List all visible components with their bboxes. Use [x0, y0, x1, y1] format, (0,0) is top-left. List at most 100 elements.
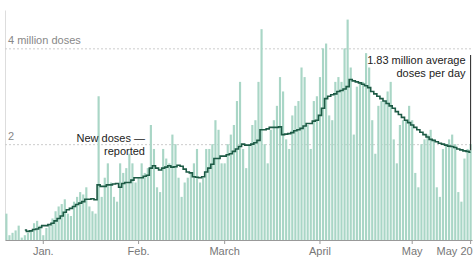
- bar: [248, 144, 250, 240]
- bar: [405, 120, 407, 240]
- bar: [408, 106, 410, 240]
- bar: [297, 101, 299, 240]
- bar: [383, 101, 385, 240]
- bar: [420, 144, 422, 240]
- bar: [430, 130, 432, 240]
- bar: [414, 173, 416, 240]
- bar: [340, 82, 342, 240]
- bar: [325, 44, 327, 240]
- bar: [402, 120, 404, 240]
- bar: [8, 235, 10, 240]
- bar: [85, 187, 87, 240]
- bar: [343, 48, 345, 240]
- bar: [466, 149, 468, 240]
- bar: [214, 120, 216, 240]
- bar: [270, 130, 272, 240]
- bar: [371, 120, 373, 240]
- bar: [187, 178, 189, 240]
- bar: [177, 178, 179, 240]
- bar: [439, 197, 441, 240]
- bar: [423, 139, 425, 240]
- bar: [365, 53, 367, 240]
- bar: [42, 235, 44, 240]
- bar: [134, 183, 136, 241]
- bar: [67, 214, 69, 240]
- bar: [273, 120, 275, 240]
- bar: [310, 149, 312, 240]
- bar: [442, 149, 444, 240]
- bar: [380, 101, 382, 240]
- bar: [18, 226, 20, 240]
- bar: [199, 183, 201, 241]
- x-tick-label: April: [309, 245, 331, 257]
- bar: [276, 106, 278, 240]
- bar: [153, 149, 155, 240]
- bar: [113, 197, 115, 240]
- bar: [221, 163, 223, 240]
- bar: [27, 233, 29, 240]
- bar: [101, 197, 103, 240]
- annotation: 1.83 million averagedoses per day: [367, 54, 466, 79]
- bar: [190, 173, 192, 240]
- bar: [233, 125, 235, 240]
- bar: [396, 163, 398, 240]
- bar: [208, 149, 210, 240]
- bar: [159, 192, 161, 240]
- bar: [353, 135, 355, 240]
- bar: [426, 135, 428, 240]
- annotations: New doses —reported 1.83 million averaged…: [77, 54, 471, 157]
- bar: [387, 91, 389, 240]
- bar: [24, 235, 26, 240]
- bar: [88, 206, 90, 240]
- x-tick-mark: [319, 240, 320, 244]
- bar: [21, 238, 23, 240]
- bar: [230, 135, 232, 240]
- bar: [267, 163, 269, 240]
- bar: [399, 125, 401, 240]
- x-tick: May 20: [437, 240, 473, 257]
- bar: [257, 82, 259, 240]
- bar: [328, 115, 330, 240]
- bar: [174, 144, 176, 240]
- x-tick-mark: [470, 240, 471, 244]
- x-tick: Feb.: [128, 240, 150, 257]
- bar: [436, 187, 438, 240]
- bar: [279, 77, 281, 240]
- bar: [285, 139, 287, 240]
- bar: [294, 106, 296, 240]
- bar: [242, 149, 244, 240]
- bar: [181, 197, 183, 240]
- bar: [45, 228, 47, 240]
- bar: [236, 101, 238, 240]
- bar: [128, 154, 130, 240]
- bar: [64, 199, 66, 240]
- annotation: New doses —reported: [77, 132, 145, 157]
- x-tick: Jan.: [33, 240, 54, 257]
- bar: [156, 187, 158, 240]
- bar: [79, 192, 81, 240]
- bar: [224, 163, 226, 240]
- bar: [131, 163, 133, 240]
- bar: [36, 221, 38, 240]
- y-axis-line: [5, 11, 6, 241]
- bar: [119, 163, 121, 240]
- bar: [239, 82, 241, 240]
- bar: [264, 144, 266, 240]
- chart: 24 million dosesJan.Feb.MarchAprilMayMay…: [0, 0, 474, 266]
- x-tick: May: [402, 240, 423, 257]
- bar: [144, 173, 146, 240]
- x-tick-label: Feb.: [128, 245, 150, 257]
- bar: [94, 214, 96, 240]
- bar: [138, 178, 140, 240]
- bar: [110, 183, 112, 241]
- y-tick-label: 2: [8, 130, 14, 142]
- x-tick-label: May: [402, 245, 423, 257]
- bar: [445, 144, 447, 240]
- x-tick: March: [209, 240, 240, 257]
- bar: [107, 163, 109, 240]
- bar: [227, 144, 229, 240]
- bar: [374, 154, 376, 240]
- bar: [217, 130, 219, 240]
- x-tick: April: [309, 240, 331, 257]
- bars: [5, 20, 471, 240]
